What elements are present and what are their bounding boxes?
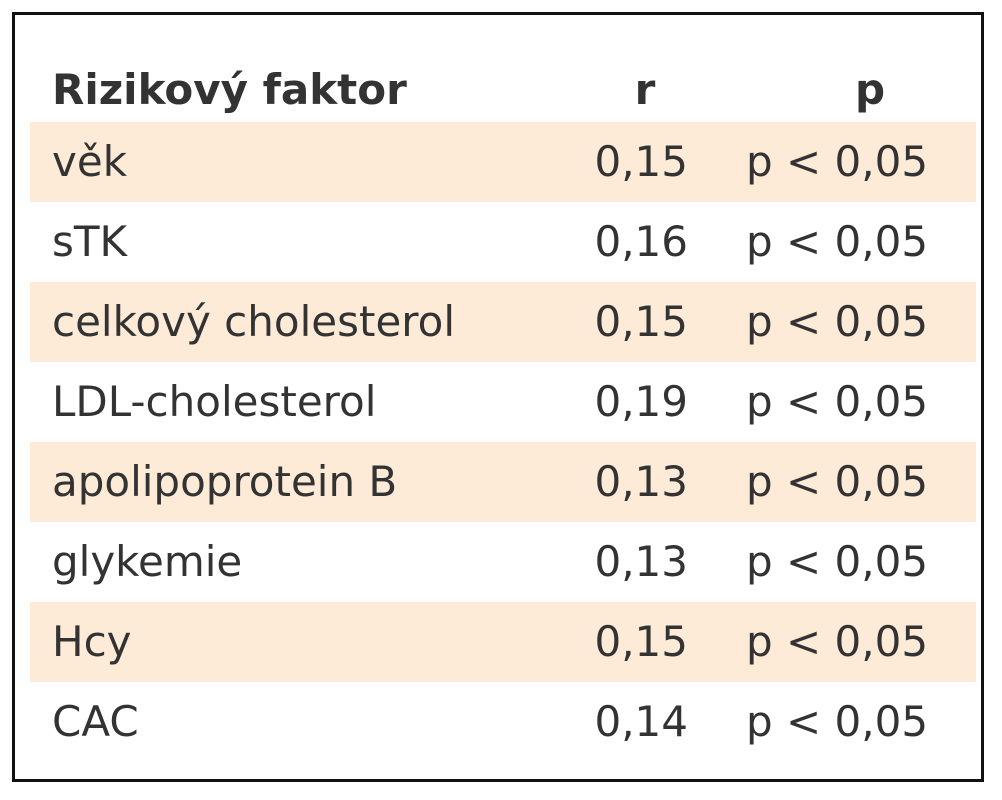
- r-value: 0,15: [594, 617, 688, 666]
- r-value: 0,14: [594, 697, 688, 746]
- factor: Hcy: [52, 617, 132, 666]
- table-row: věk 0,15 p < 0,05: [30, 122, 976, 202]
- header-row: Rizikový faktor r p: [30, 50, 976, 130]
- table-row: celkový cholesterol 0,15 p < 0,05: [30, 282, 976, 362]
- r-value: 0,13: [594, 457, 688, 506]
- p-value: p < 0,05: [746, 457, 929, 506]
- header-cell: Rizikový faktor: [52, 65, 407, 114]
- factor: celkový cholesterol: [52, 297, 455, 346]
- p-value: p < 0,05: [746, 137, 929, 186]
- r-value: 0,15: [594, 297, 688, 346]
- table-row: apolipoprotein B 0,13 p < 0,05: [30, 442, 976, 522]
- factor: věk: [52, 137, 128, 186]
- table-row: LDL-cholesterol 0,19 p < 0,05: [30, 362, 976, 442]
- header-cell: r: [634, 65, 656, 114]
- p-value: p < 0,05: [746, 377, 929, 426]
- table-row: glykemie 0,13 p < 0,05: [30, 522, 976, 602]
- factor: sTK: [52, 217, 128, 266]
- p-value: p < 0,05: [746, 297, 929, 346]
- p-value: p < 0,05: [746, 217, 929, 266]
- factor: CAC: [52, 697, 139, 746]
- r-value: 0,15: [594, 137, 688, 186]
- factor: apolipoprotein B: [52, 457, 398, 506]
- factor: LDL-cholesterol: [52, 377, 377, 426]
- p-value: p < 0,05: [746, 697, 929, 746]
- factor: glykemie: [52, 537, 243, 586]
- p-value: p < 0,05: [746, 617, 929, 666]
- r-value: 0,19: [594, 377, 688, 426]
- table-frame: [12, 12, 984, 782]
- r-value: 0,16: [594, 217, 688, 266]
- table-row: sTK 0,16 p < 0,05: [30, 202, 976, 282]
- r-value: 0,13: [594, 537, 688, 586]
- p-value: p < 0,05: [746, 537, 929, 586]
- header-cell: p: [854, 65, 886, 114]
- table-row: CAC 0,14 p < 0,05: [30, 682, 976, 762]
- table-row: Hcy 0,15 p < 0,05: [30, 602, 976, 682]
